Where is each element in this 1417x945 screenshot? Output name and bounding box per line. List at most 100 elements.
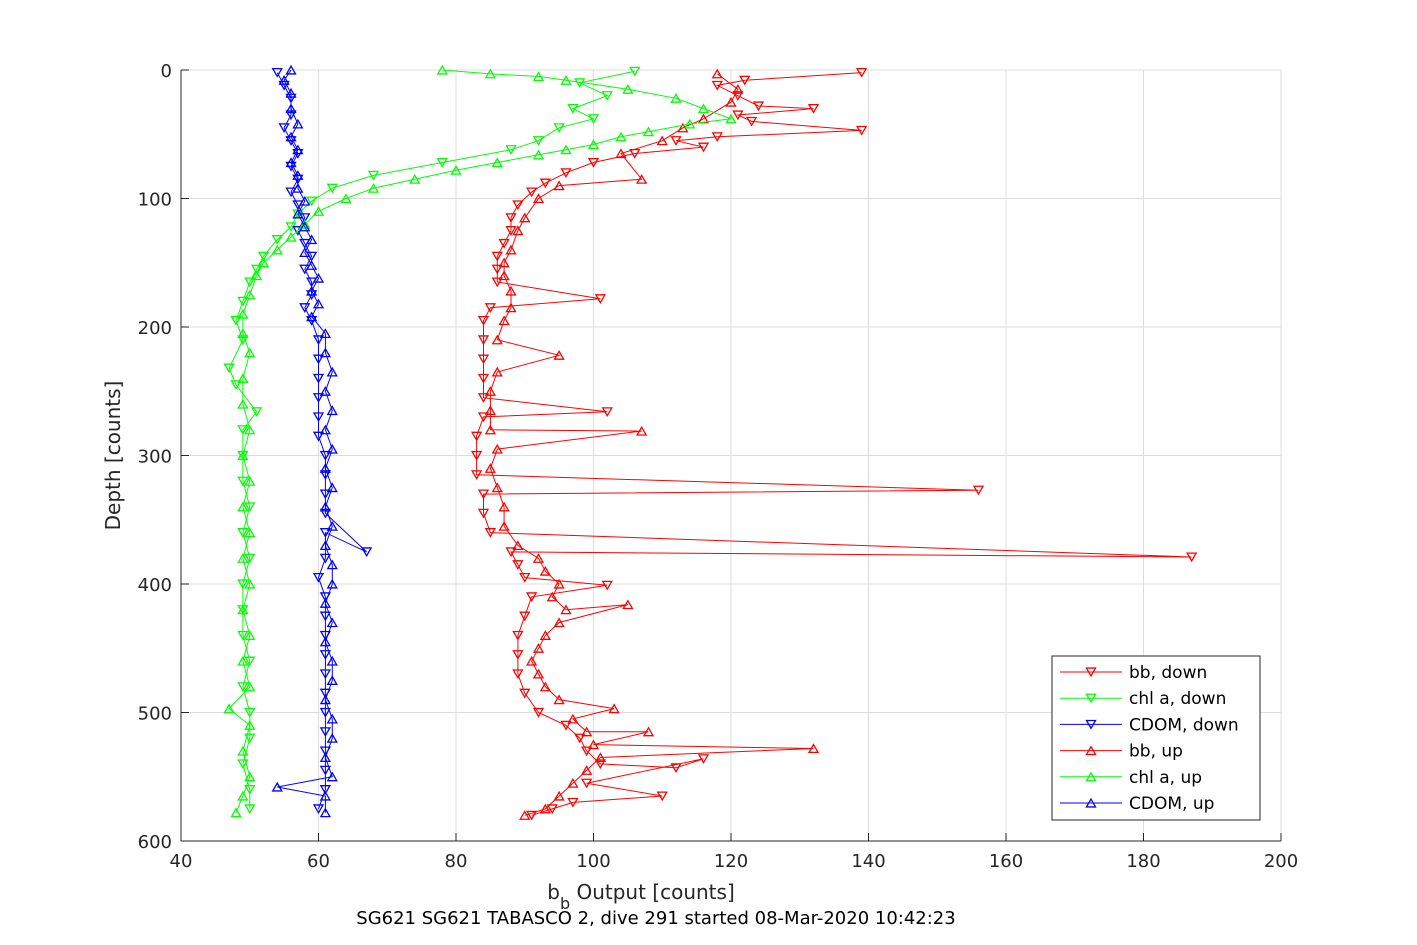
data-point — [615, 148, 627, 159]
data-point — [505, 213, 517, 223]
data-point — [319, 528, 331, 538]
data-point — [539, 565, 551, 576]
data-point — [732, 91, 744, 101]
data-point — [319, 553, 331, 564]
data-point — [306, 260, 318, 270]
data-point — [477, 508, 490, 519]
data-point — [739, 75, 751, 86]
data-point — [498, 257, 510, 268]
data-point — [271, 244, 283, 255]
series-line-bb-down — [476, 72, 1192, 816]
data-point — [629, 66, 641, 77]
data-point — [498, 520, 510, 531]
data-point — [532, 136, 545, 146]
data-point — [292, 170, 304, 180]
data-point — [244, 707, 256, 718]
data-point — [560, 75, 572, 85]
data-point — [237, 553, 249, 563]
data-point — [505, 145, 517, 155]
data-point — [622, 599, 634, 610]
data-point — [367, 183, 380, 193]
legend-label: bb, down — [1129, 663, 1207, 683]
data-point — [312, 354, 325, 365]
data-point — [807, 103, 820, 114]
data-point — [594, 752, 606, 763]
legend-marker — [1085, 667, 1097, 678]
data-point — [244, 289, 256, 300]
legend-marker — [1085, 771, 1097, 782]
data-point — [230, 807, 242, 818]
series-line-bb-up — [489, 73, 814, 816]
data-point — [477, 412, 490, 423]
data-point — [471, 431, 483, 442]
data-point — [484, 405, 496, 416]
data-point — [532, 643, 545, 653]
data-point — [567, 713, 579, 724]
data-point — [498, 238, 510, 249]
data-point — [237, 790, 249, 801]
data-point — [642, 726, 655, 737]
data-point — [326, 482, 338, 493]
data-point — [477, 316, 490, 326]
data-point — [299, 247, 311, 258]
data-point — [312, 272, 325, 283]
data-point — [512, 200, 524, 211]
data-point — [732, 110, 744, 121]
data-point — [526, 655, 538, 666]
data-point — [436, 64, 448, 75]
data-point — [319, 790, 331, 801]
data-point — [697, 754, 710, 764]
data-point — [519, 810, 531, 820]
data-point — [581, 765, 593, 775]
data-point — [512, 560, 524, 570]
legend-entry: chl a, up — [1060, 768, 1202, 788]
data-point — [615, 131, 627, 142]
data-point — [299, 221, 311, 232]
data-point — [546, 591, 558, 602]
data-point — [257, 251, 270, 262]
data-point — [319, 424, 331, 435]
data-point — [697, 142, 710, 153]
data-point — [319, 463, 331, 473]
data-point — [244, 277, 256, 288]
data-point — [498, 270, 510, 281]
data-point — [244, 656, 256, 667]
data-point — [491, 277, 503, 288]
data-point — [519, 573, 531, 583]
data-point — [491, 251, 503, 262]
data-point — [574, 733, 586, 744]
data-point — [326, 675, 338, 685]
data-point — [278, 123, 290, 134]
data-point — [477, 373, 490, 384]
data-point — [292, 144, 304, 155]
data-point — [271, 235, 283, 245]
data-point — [244, 424, 256, 435]
data-point — [560, 604, 572, 615]
data-point — [587, 739, 600, 750]
data-point — [237, 501, 249, 512]
data-point — [251, 407, 263, 418]
data-point — [237, 296, 249, 307]
data-point — [498, 315, 510, 326]
data-point — [752, 101, 765, 112]
legend-marker — [1085, 745, 1097, 756]
data-point — [608, 703, 620, 714]
data-point — [594, 294, 606, 304]
series-bb-up — [484, 68, 820, 820]
data-point — [491, 264, 503, 275]
data-point — [251, 270, 263, 281]
data-point — [477, 354, 490, 365]
data-point — [526, 592, 538, 603]
data-point — [519, 611, 531, 622]
data-point — [319, 785, 331, 795]
y-axis-label: Depth [counts] — [101, 381, 125, 531]
data-point — [237, 308, 249, 319]
data-point — [306, 311, 318, 322]
data-point — [505, 244, 517, 255]
data-point — [251, 264, 263, 275]
data-point — [519, 212, 531, 223]
data-point — [306, 285, 318, 296]
data-point — [409, 174, 421, 184]
data-point — [601, 91, 613, 101]
data-point — [312, 298, 325, 309]
